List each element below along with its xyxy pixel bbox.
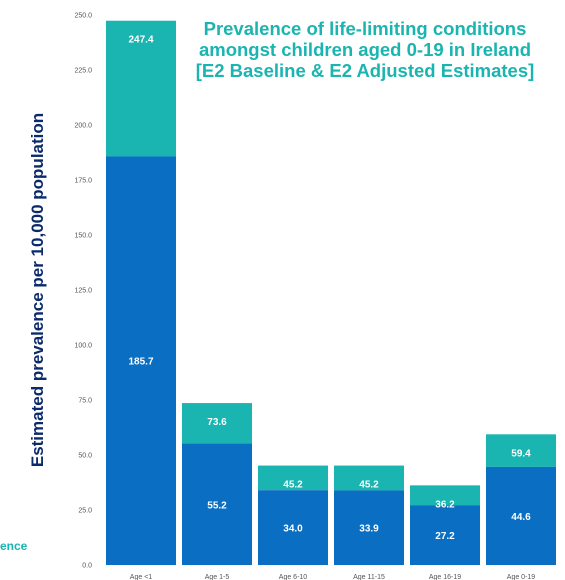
data-label-adjusted: 73.6 — [207, 417, 227, 428]
bar-baseline-segment — [334, 490, 404, 565]
y-tick-label: 75.0 — [78, 398, 92, 405]
data-label-baseline: 33.9 — [359, 524, 379, 535]
data-label-adjusted: 45.2 — [359, 480, 379, 491]
data-label-adjusted: 59.4 — [511, 448, 531, 459]
bar-baseline-segment — [486, 466, 556, 565]
data-label-baseline: 55.2 — [207, 500, 227, 511]
bar-baseline-segment — [106, 156, 176, 565]
chart-title-line-1: Prevalence of life-limiting conditions — [203, 18, 527, 39]
bar-baseline-segment — [182, 443, 252, 565]
y-tick-label: 225.0 — [74, 68, 92, 75]
bar-baseline-segment — [258, 490, 328, 565]
bar-adjusted-segment — [182, 403, 252, 444]
bar-adjusted-segment — [258, 465, 328, 491]
data-label-adjusted: 36.2 — [435, 499, 455, 510]
y-tick-label: 250.0 — [74, 13, 92, 20]
bar-adjusted-segment — [334, 465, 404, 491]
data-label-baseline: 34.0 — [283, 524, 303, 535]
chart-title: Prevalence of life-limiting conditions a… — [190, 18, 540, 81]
x-tick-label: Age 11-15 — [353, 574, 385, 580]
y-tick-label: 25.0 — [78, 508, 92, 515]
data-label-adjusted: 247.4 — [128, 35, 153, 46]
x-tick-label: Age 16-19 — [429, 574, 461, 580]
data-label-baseline: 27.2 — [435, 531, 455, 542]
y-tick-label: 200.0 — [74, 123, 92, 130]
bar-adjusted-segment — [410, 485, 480, 506]
bar-baseline-segment — [410, 505, 480, 565]
y-tick-label: 150.0 — [74, 233, 92, 240]
chart-title-line-3: [E2 Baseline & E2 Adjusted Estimates] — [195, 60, 535, 81]
x-tick-label: Age 1-5 — [205, 574, 230, 580]
y-tick-label: 50.0 — [78, 453, 92, 460]
data-label-adjusted: 45.2 — [283, 480, 303, 491]
y-tick-label: 100.0 — [74, 343, 92, 350]
y-tick-label: 125.0 — [74, 288, 92, 295]
x-tick-label: Age 6-10 — [279, 574, 308, 580]
y-tick-label: 0.0 — [82, 563, 92, 570]
bar-adjusted-segment — [106, 20, 176, 157]
y-axis-label: Estimated prevalence per 10,000 populati… — [28, 112, 47, 468]
chart-title-line-2: amongst children aged 0-19 in Ireland — [198, 39, 532, 60]
data-label-baseline: 185.7 — [128, 357, 153, 368]
bar-adjusted-segment — [486, 434, 556, 467]
y-tick-label: 175.0 — [74, 178, 92, 185]
x-tick-label: Age <1 — [130, 574, 152, 580]
x-tick-label: Age 0-19 — [507, 574, 536, 580]
data-label-baseline: 44.6 — [511, 512, 531, 523]
cropped-side-text: ence — [0, 539, 28, 553]
